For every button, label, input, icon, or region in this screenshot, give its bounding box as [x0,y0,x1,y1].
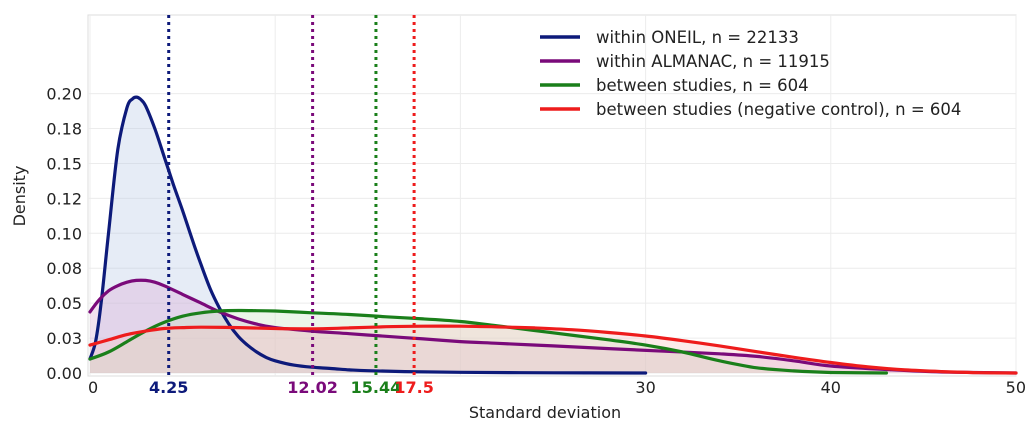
x-axis-title: Standard deviation [469,403,621,422]
series-line-2 [88,308,888,375]
legend: within ONEIL, n = 22133 within ALMANAC, n… [540,28,961,119]
y-tick-label: 0.18 [46,120,82,139]
y-tick-label: 0.20 [46,85,82,104]
legend-label-3: between studies (negative control), n = … [596,100,961,119]
median-label-1: 12.02 [287,378,338,397]
legend-label-0: within ONEIL, n = 22133 [596,28,799,47]
axes: 0 30 40 50 0.00 0.03 0.05 0.08 0.10 0.12 0.15 0.18 0… [46,85,1026,397]
legend-label-1: within ALMANAC, n = 11915 [596,52,830,71]
x-tick-label: 0 [88,378,98,397]
y-tick-label: 0.12 [46,189,82,208]
series-line-0 [88,95,648,375]
legend-label-2: between studies, n = 604 [596,76,809,95]
median-label-3: 17.5 [394,378,433,397]
series-line-3 [88,324,1018,375]
y-tick-label: 0.10 [46,224,82,243]
x-tick-label: 30 [635,378,655,397]
median-label-2: 15.44 [351,378,402,397]
y-tick-label: 0.05 [46,294,82,313]
x-tick-label: 40 [821,378,841,397]
y-tick-label: 0.08 [46,259,82,278]
series-fill-3 [90,326,1016,373]
y-tick-label: 0.00 [46,364,82,383]
y-axis-title: Density [10,166,29,227]
series-fill-0 [90,97,646,373]
x-tick-label: 50 [1006,378,1026,397]
y-tick-label: 0.03 [46,329,82,348]
plot-background [87,14,1017,377]
median-label-0: 4.25 [149,378,188,397]
y-tick-label: 0.15 [46,154,82,173]
series-fill-1 [90,280,1016,373]
